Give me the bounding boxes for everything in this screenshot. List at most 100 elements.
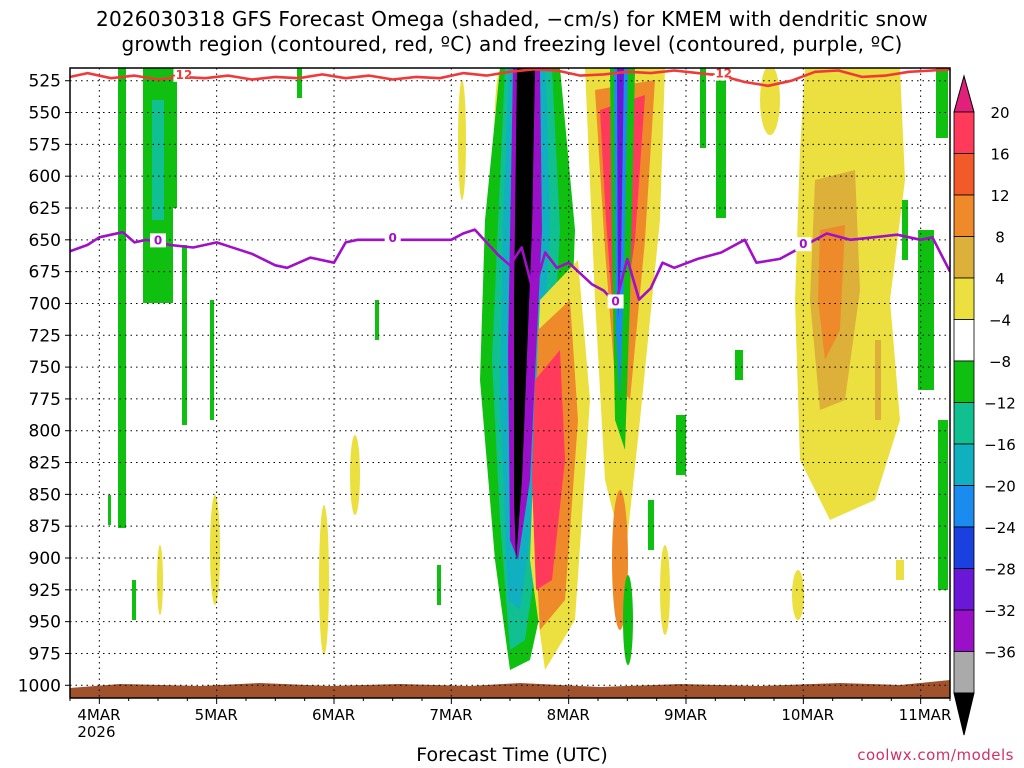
colorbar-swatch: [953, 111, 975, 154]
shade-negative: [918, 230, 934, 390]
contour-label: 0: [611, 294, 619, 308]
colorbar-swatch: [953, 609, 975, 652]
colorbar-arrow-top: [953, 74, 975, 113]
contours: -12 -12 0 0 0 0: [70, 68, 950, 309]
y-tick-label: 725: [29, 326, 61, 346]
x-tick-label: 10MAR: [781, 706, 834, 724]
x-tick-label: 9MAR: [664, 706, 707, 724]
y-tick-label: 925: [29, 581, 61, 601]
colorbar-swatch: [953, 568, 975, 611]
shade-negative: [132, 580, 136, 620]
shade-negative: [152, 100, 164, 220]
contour-line: [70, 228, 950, 305]
contour-label: 0: [799, 237, 807, 251]
y-tick-label: 675: [29, 263, 61, 283]
shade-negative: [716, 68, 726, 218]
y-tick-label: 950: [29, 613, 61, 633]
y-tick-label: 1000: [18, 676, 61, 696]
shade-positive: [875, 340, 881, 420]
contour-label: -12: [171, 68, 193, 82]
colorbar-swatch: [953, 443, 975, 486]
y-tick-label: 775: [29, 390, 61, 410]
y-tick-label: 875: [29, 517, 61, 537]
y-tick-label: 850: [29, 485, 61, 505]
colorbar-arrow-bottom: [953, 692, 975, 736]
colorbar-swatch: [953, 402, 975, 445]
shade-positive: [760, 68, 780, 135]
colorbar-label: −8: [989, 353, 1011, 371]
shade-positive: [818, 225, 845, 360]
shade-negative: [514, 68, 535, 560]
shade-negative: [676, 415, 686, 475]
watermark: coolwx.com/models: [857, 746, 1014, 764]
colorbar-swatch: [953, 153, 975, 196]
shade-negative: [375, 300, 379, 340]
colorbar-swatch: [953, 360, 975, 403]
colorbar-label: −4: [989, 312, 1011, 330]
y-tick-label: 575: [29, 135, 61, 155]
x-tick-label: 7MAR: [429, 706, 472, 724]
contour-label-bg: [173, 68, 190, 82]
shade-positive: [157, 545, 163, 615]
colorbar-label: −36: [984, 644, 1016, 662]
x-tick-label: 11MAR: [899, 706, 952, 724]
shade-positive: [350, 435, 360, 515]
colorbar-label: 12: [990, 187, 1009, 205]
shade-positive: [319, 505, 329, 655]
colorbar-label: −12: [984, 395, 1016, 413]
shade-negative: [182, 245, 187, 425]
y-tick-label: 650: [29, 231, 61, 251]
grid: [70, 68, 950, 698]
colorbar-label: 8: [995, 229, 1005, 247]
shade-negative: [118, 68, 126, 528]
colorbar-swatch: [953, 526, 975, 569]
colorbar-label: −24: [984, 519, 1016, 537]
shade-positive: [896, 560, 904, 580]
shade-negative: [648, 500, 654, 550]
axes: 525 550 575 600 625 650 675 700 725 750 775 800 825 8…: [18, 67, 952, 741]
y-tick-label: 700: [29, 294, 61, 314]
colorbar-swatch: [953, 651, 975, 694]
y-tick-label: 750: [29, 358, 61, 378]
colorbar-label: −28: [984, 561, 1016, 579]
y-tick-label: 525: [29, 72, 61, 92]
chart-title-line-1: 2026030318 GFS Forecast Omega (shaded, −…: [96, 7, 928, 31]
colorbar-swatch: [953, 236, 975, 279]
contour-label-bg: [150, 233, 166, 248]
contour-label-bg: [795, 237, 812, 252]
contour-label: 0: [388, 231, 396, 245]
shade-positive: [792, 570, 804, 620]
y-tick-label: 600: [29, 167, 61, 187]
shade-positive: [458, 80, 466, 200]
colorbar-swatch: [953, 194, 975, 237]
colorbar-swatch: [953, 319, 975, 362]
omega-shading: [70, 68, 950, 698]
x-tick-label: 4MAR: [77, 706, 120, 724]
y-tick-label: 825: [29, 454, 61, 474]
ground-terrain: [70, 680, 950, 698]
y-tick-label: 550: [29, 104, 61, 124]
shade-negative: [617, 68, 624, 320]
y-tick-label: 975: [29, 644, 61, 664]
shade-negative: [437, 565, 441, 605]
shade-negative: [210, 300, 214, 420]
x-tick-label: 5MAR: [195, 706, 238, 724]
colorbar-label: 16: [990, 146, 1009, 164]
contour-label: 0: [154, 233, 162, 247]
colorbar-label: 4: [995, 270, 1005, 288]
shade-negative: [902, 200, 908, 260]
shade-negative: [735, 350, 743, 380]
contour-label-bg: [384, 230, 401, 245]
colorbar-label: 20: [990, 104, 1009, 122]
chart-title-line-2: growth region (contoured, red, ºC) and f…: [121, 32, 903, 56]
colorbar: 20 16 12 8 4 −4 −8 −12 −16 −20 −24 −28 −32 −36: [953, 74, 1016, 736]
colorbar-label: −20: [984, 478, 1016, 496]
colorbar-swatch: [953, 485, 975, 528]
x-axis-title: Forecast Time (UTC): [416, 744, 608, 766]
x-tick-label: 6MAR: [312, 706, 355, 724]
y-tick-label: 800: [29, 422, 61, 442]
colorbar-label: −32: [984, 602, 1016, 620]
shade-negative: [700, 68, 706, 148]
colorbar-label: −16: [984, 436, 1016, 454]
plot-frame: [69, 67, 951, 699]
